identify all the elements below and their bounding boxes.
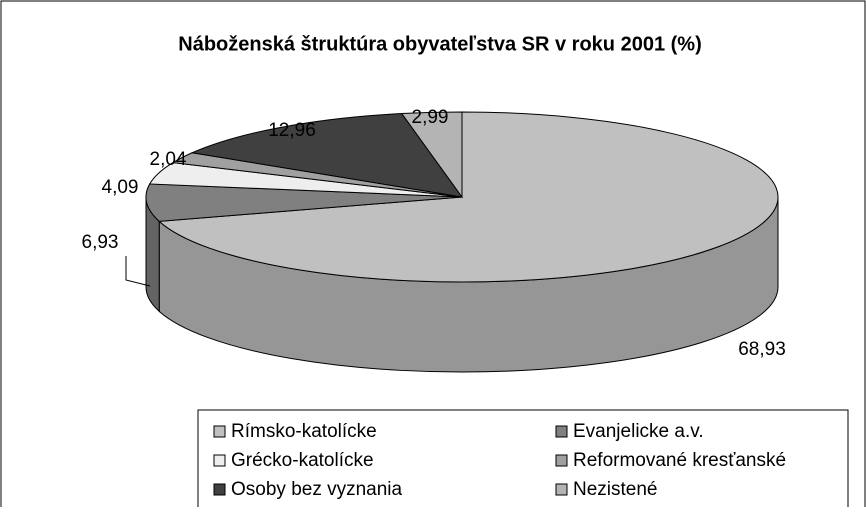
pie-slice (158, 111, 779, 283)
legend-swatch (213, 454, 226, 467)
pie-slice (400, 111, 463, 199)
data-label: 2,99 (412, 107, 449, 128)
legend-label: Reformované kresťanské (573, 450, 786, 471)
pie-slice (190, 113, 464, 198)
data-label: 12,96 (268, 120, 316, 141)
legend-swatch (555, 454, 568, 467)
legend-swatch (213, 425, 226, 438)
legend-label: Evanjelicke a.v. (573, 421, 704, 442)
legend-swatch (555, 483, 568, 496)
legend-box (197, 409, 849, 512)
legend-label: Nezistené (573, 479, 658, 500)
leader-line (125, 256, 151, 287)
legend-label: Rímsko-katolícke (231, 421, 377, 442)
legend-label: Osoby bez vyznania (231, 479, 403, 500)
legend-swatch (555, 425, 568, 438)
data-label: 68,93 (738, 339, 786, 360)
data-label: 4,09 (102, 177, 139, 198)
legend-label: Grécko-katolícke (231, 450, 374, 471)
pie-slice (145, 183, 463, 222)
data-label: 6,93 (82, 232, 119, 253)
chart-title: Náboženská štruktúra obyvateľstva SR v r… (178, 33, 701, 55)
legend-swatch (213, 483, 226, 496)
data-label: 2,04 (150, 149, 187, 170)
